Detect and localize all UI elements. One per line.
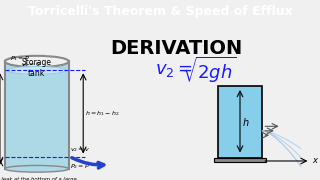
Text: $v_2=$: $v_2=$ xyxy=(155,61,193,79)
Text: $v_2=v$: $v_2=v$ xyxy=(70,146,91,154)
Text: DERIVATION: DERIVATION xyxy=(110,39,242,58)
Ellipse shape xyxy=(5,165,69,172)
Text: $P_1=P$: $P_1=P$ xyxy=(10,54,30,63)
Text: $h$: $h$ xyxy=(242,116,249,128)
Text: $x$: $x$ xyxy=(312,156,319,165)
Ellipse shape xyxy=(5,56,69,67)
Text: $v_1=0$: $v_1=0$ xyxy=(21,60,41,69)
Bar xyxy=(218,86,262,158)
Bar xyxy=(214,158,266,162)
Bar xyxy=(5,61,69,169)
Ellipse shape xyxy=(7,66,67,74)
FancyBboxPatch shape xyxy=(5,61,69,169)
Bar xyxy=(218,86,262,158)
Text: Torricelli's Theorem & Speed of Efflux: Torricelli's Theorem & Speed of Efflux xyxy=(28,5,292,18)
Text: $P_2=P$: $P_2=P$ xyxy=(70,162,91,171)
Text: $\sqrt{2gh}$: $\sqrt{2gh}$ xyxy=(182,55,236,86)
Text: $h = h_1 - h_2$: $h = h_1 - h_2$ xyxy=(85,109,120,118)
Text: Storage
tank: Storage tank xyxy=(22,58,52,78)
Text: A leak at the bottom of a large
storage tank: A leak at the bottom of a large storage … xyxy=(0,177,77,180)
